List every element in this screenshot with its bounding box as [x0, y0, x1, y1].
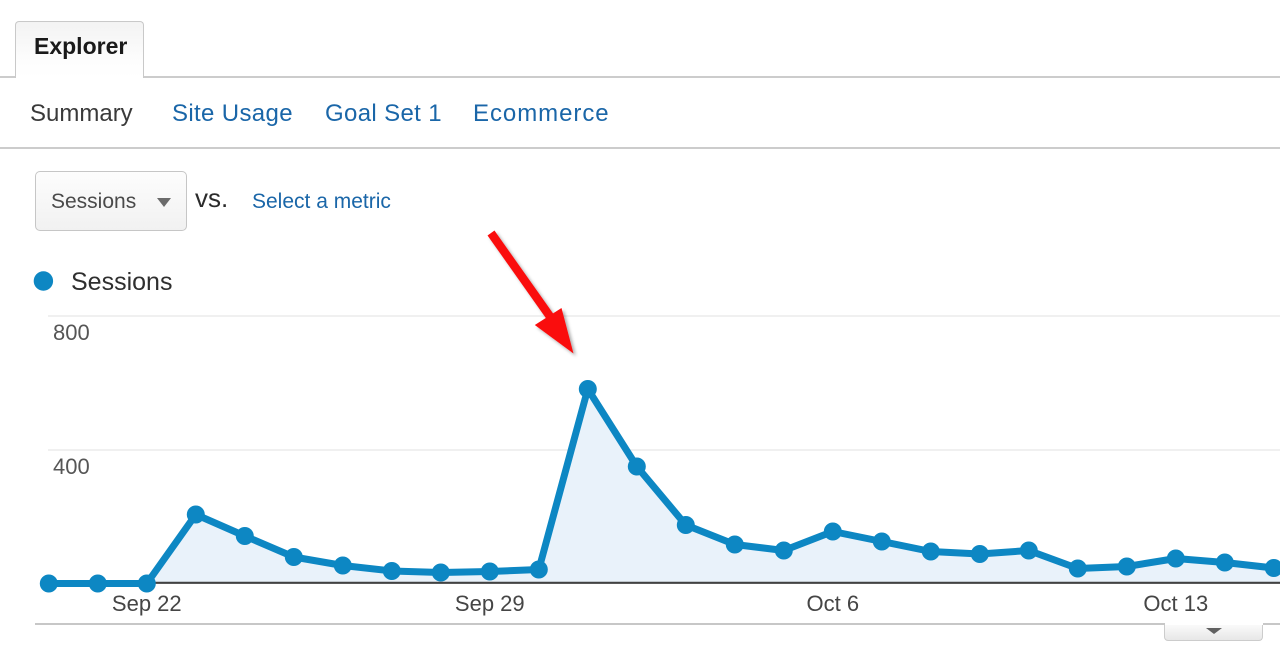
svg-text:Sep 22: Sep 22: [112, 591, 182, 616]
svg-text:Oct 13: Oct 13: [1143, 591, 1208, 616]
svg-text:400: 400: [53, 454, 90, 479]
svg-text:800: 800: [53, 320, 90, 345]
svg-text:Oct 6: Oct 6: [807, 591, 860, 616]
svg-text:Sep 29: Sep 29: [455, 591, 525, 616]
